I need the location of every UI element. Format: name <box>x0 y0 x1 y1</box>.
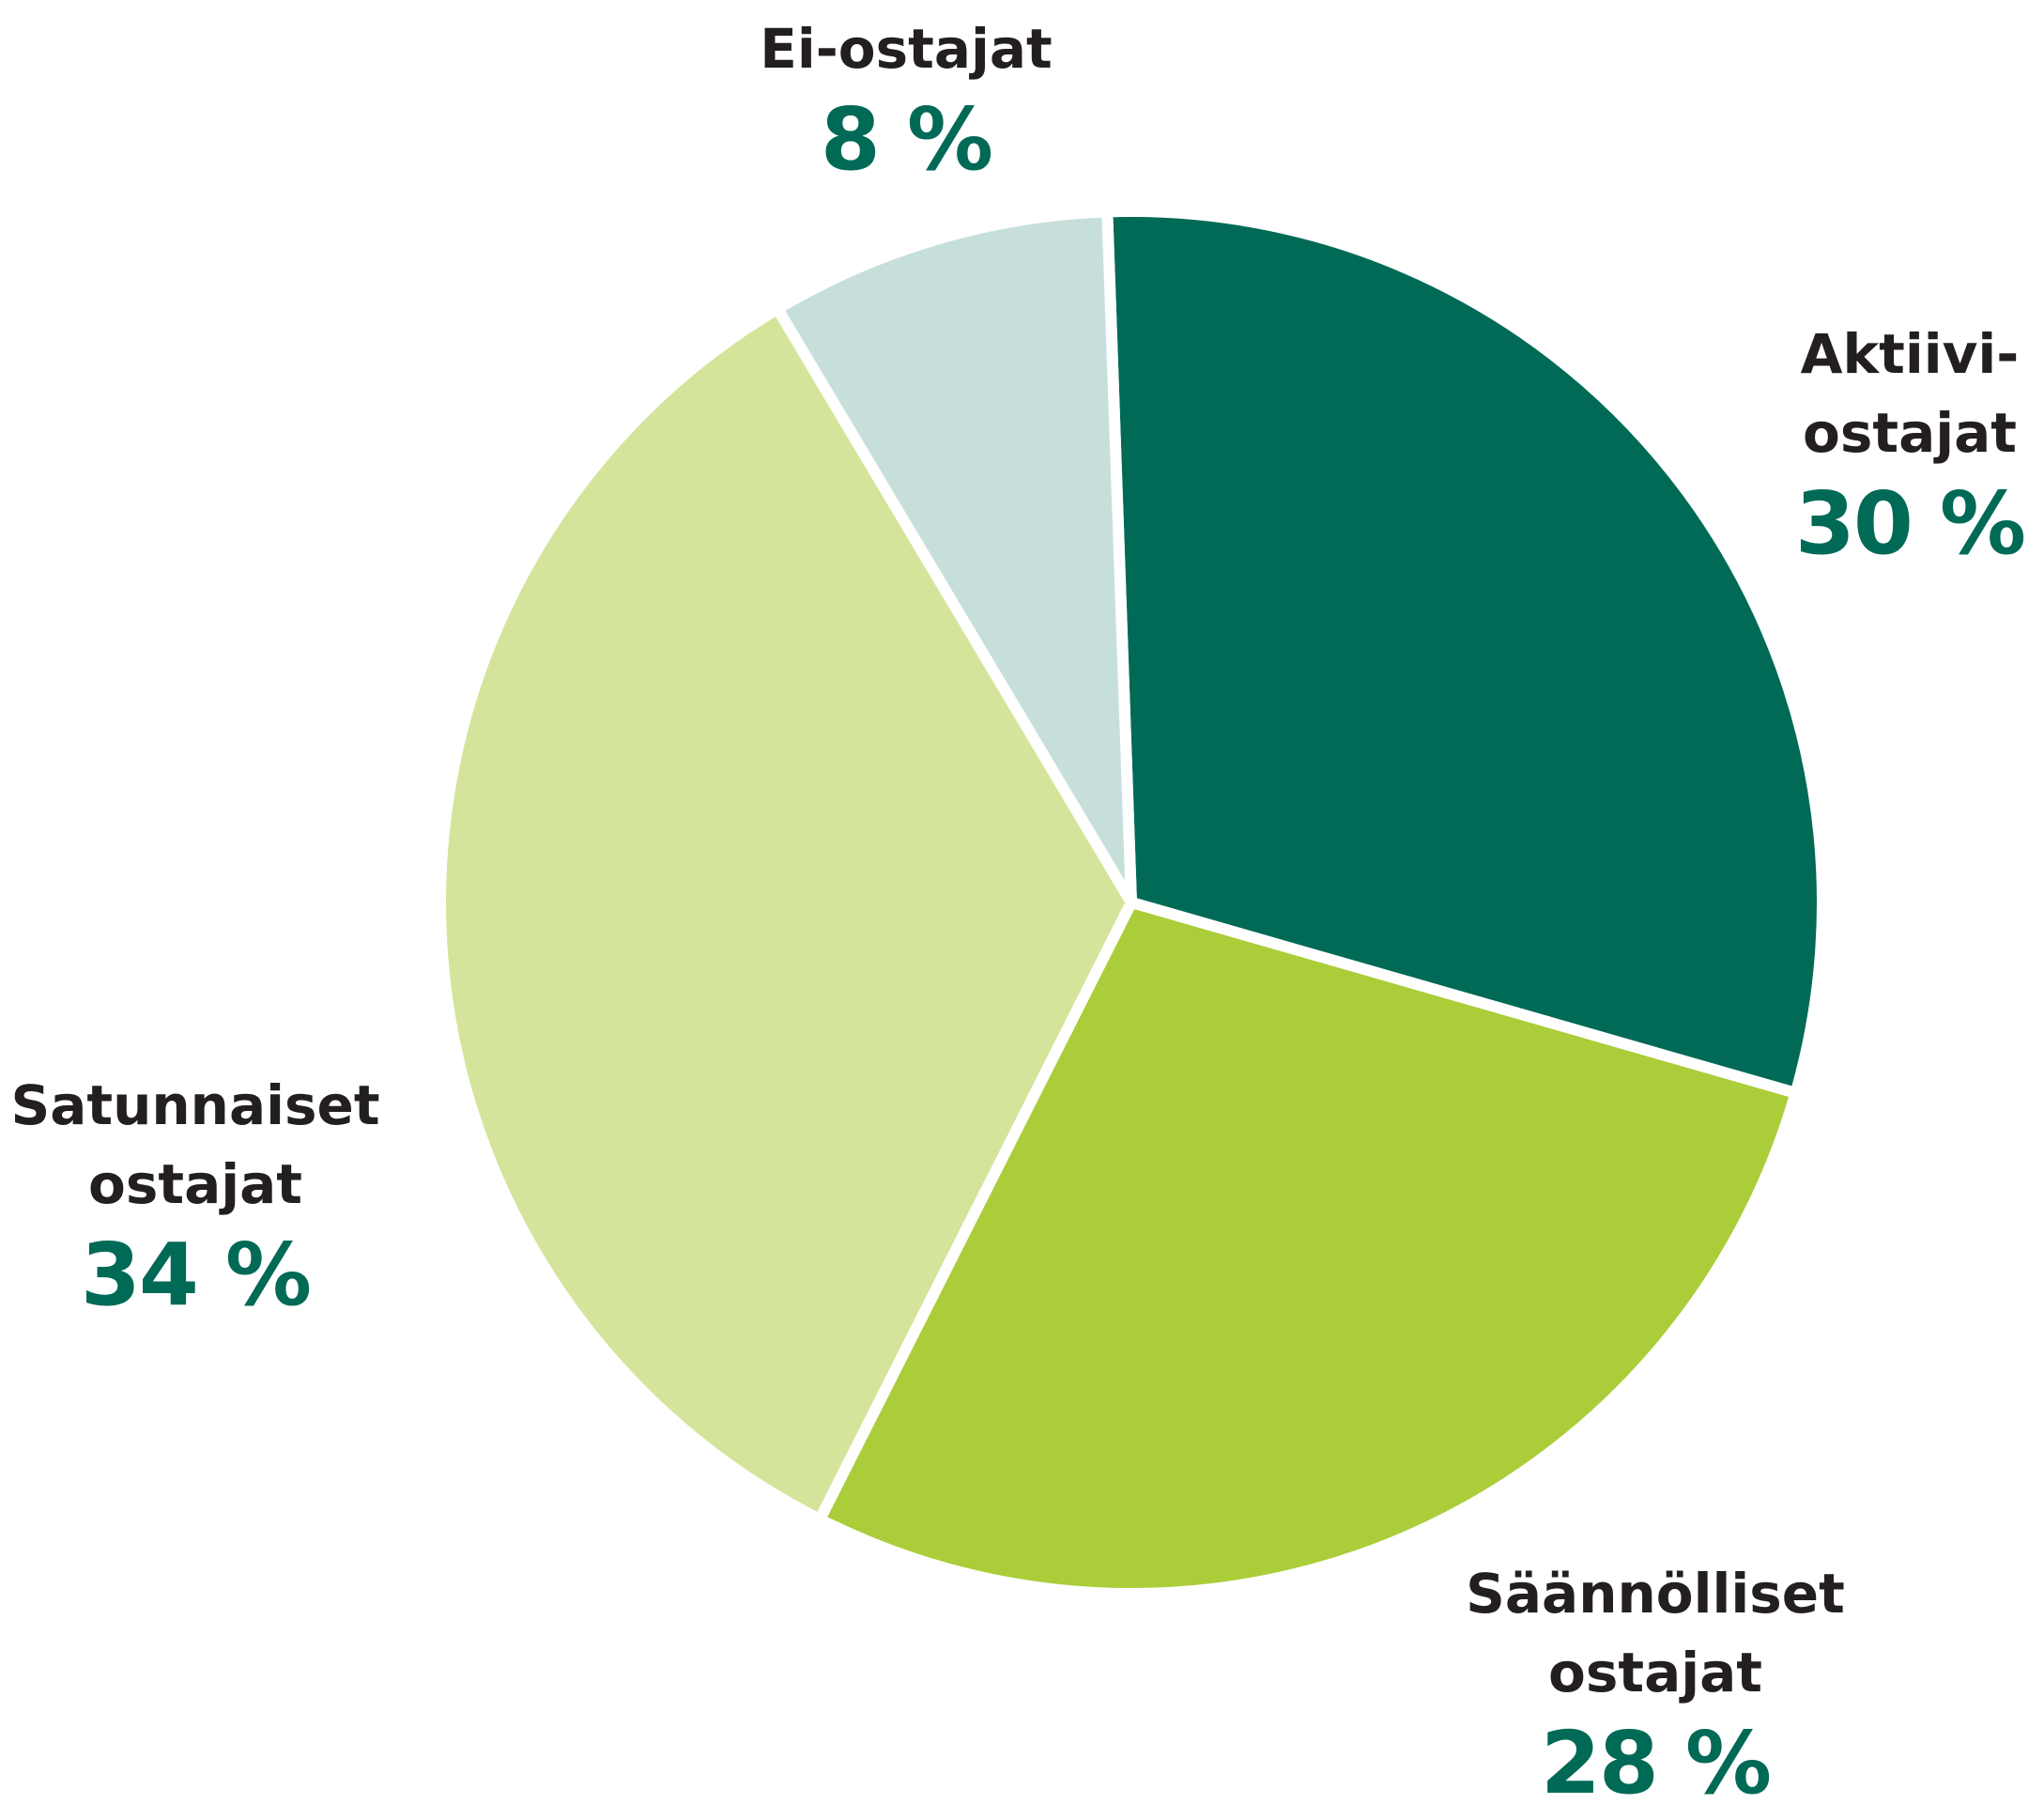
category-label: Satunnaiset ostajat <box>10 1073 380 1216</box>
category-label: Säännölliset ostajat <box>1466 1562 1845 1704</box>
pie-slice <box>435 302 1137 1525</box>
slice-label: Säännölliset ostajat 28 % <box>1458 1554 1852 1804</box>
pie-slice <box>1101 206 1828 1099</box>
slice-label: Satunnaiset ostajat 34 % <box>8 1066 383 1327</box>
slice-label: Ei-ostajat 8 % <box>760 9 1053 192</box>
pie-slice <box>772 206 1137 908</box>
slice-label: Aktiivi-ostajat 30 % <box>1788 315 2032 576</box>
value-label: 8 % <box>820 89 993 190</box>
value-label: 30 % <box>1794 473 2026 574</box>
value-label: 34 % <box>80 1225 312 1325</box>
category-label: Ei-ostajat <box>760 17 1053 81</box>
value-label: 28 % <box>1540 1713 1772 1804</box>
category-label: Aktiivi-ostajat <box>1800 322 2020 465</box>
pie-slice <box>814 897 1802 1599</box>
